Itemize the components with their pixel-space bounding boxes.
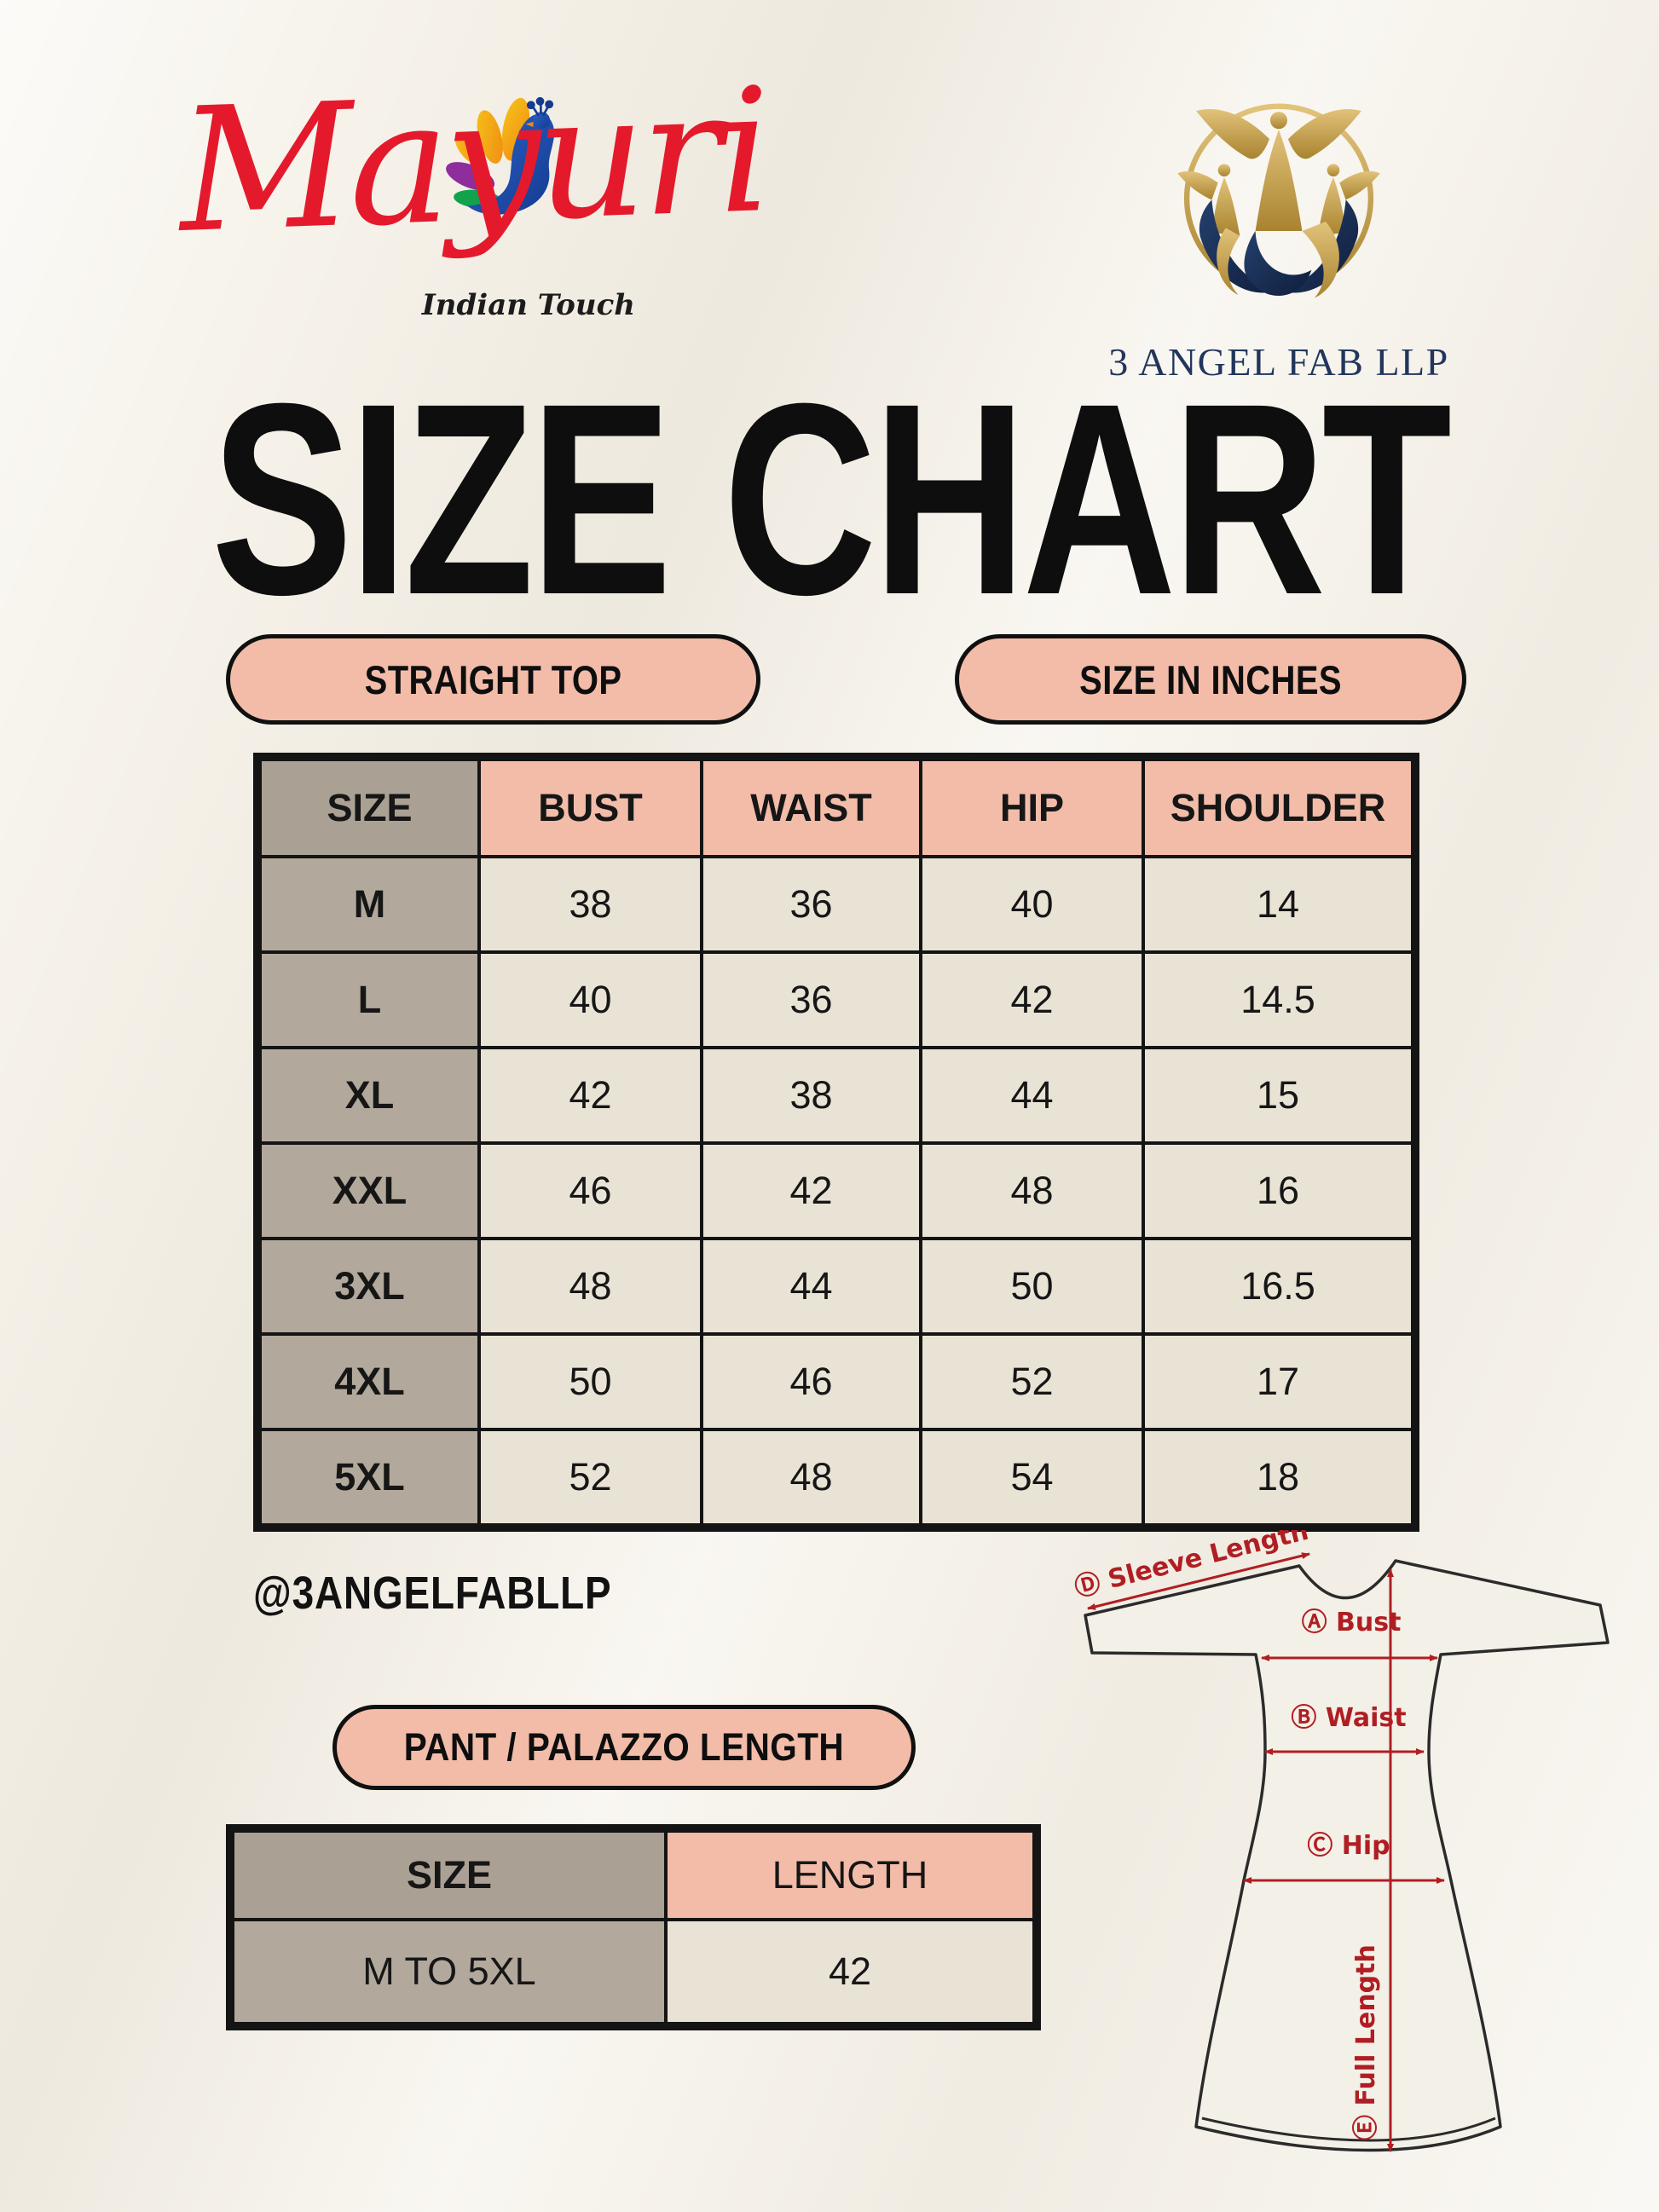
column-header-shoulder: SHOULDER: [1142, 758, 1414, 858]
dress-hem-line: [1201, 2117, 1496, 2142]
table-cell: 46: [700, 1332, 922, 1431]
column-header-length: LENGTH: [664, 1829, 1036, 1921]
table-row: M TO 5XL 42: [231, 1918, 1036, 2025]
size-cell: L: [258, 950, 481, 1049]
size-table: SIZE BUST WAIST HIP SHOULDER M 38 36 40 …: [253, 753, 1419, 1532]
social-handle: @3ANGELFABLLP: [253, 1568, 612, 1619]
table-cell: 52: [919, 1332, 1145, 1431]
table-cell: 38: [477, 855, 703, 954]
size-cell: 4XL: [258, 1332, 481, 1431]
table-cell: 44: [700, 1237, 922, 1336]
table-row: 3XL 48 44 50 16.5: [258, 1237, 1414, 1336]
table-cell: 42: [919, 950, 1145, 1049]
full-length-label: Ⓔ Full Length: [1351, 1944, 1381, 2140]
dress-measurement-diagram: Ⓐ Bust Ⓑ Waist Ⓒ Hip Ⓓ Sleeve Length Ⓔ F…: [1072, 1530, 1610, 2152]
table-cell: 16.5: [1142, 1237, 1414, 1336]
column-header-size: SIZE: [258, 758, 481, 858]
table-cell: 40: [477, 950, 703, 1049]
table-cell: 48: [477, 1237, 703, 1336]
table-row: 4XL 50 46 52 17: [258, 1332, 1414, 1431]
table-row: M 38 36 40 14: [258, 855, 1414, 954]
column-header-bust: BUST: [477, 758, 703, 858]
table-cell: 50: [477, 1332, 703, 1431]
badge-straight-top-label: STRAIGHT TOP: [364, 656, 622, 702]
badge-straight-top: STRAIGHT TOP: [226, 634, 760, 725]
table-row: L 40 36 42 14.5: [258, 950, 1414, 1049]
brand-tagline: Indian Touch: [421, 288, 635, 322]
size-cell: 5XL: [258, 1428, 481, 1527]
table-cell: 44: [919, 1046, 1145, 1145]
size-cell: XXL: [258, 1141, 481, 1240]
sleeve-length-line: [1087, 1552, 1310, 1610]
three-angels-icon: [1177, 103, 1380, 298]
brand-name-mayuri: Mayuri: [176, 52, 771, 271]
table-cell: 40: [919, 855, 1145, 954]
table-cell: 48: [700, 1428, 922, 1527]
peacock-icon: [446, 97, 555, 215]
table-row: 5XL 52 48 54 18: [258, 1428, 1414, 1527]
dress-outline: [1084, 1559, 1610, 2152]
table-cell: 16: [1142, 1141, 1414, 1240]
table-cell: 50: [919, 1237, 1145, 1336]
badge-size-in-inches-label: SIZE IN INCHES: [1079, 656, 1342, 702]
angel-fab-logo: 3 ANGEL FAB LLP: [1091, 75, 1466, 416]
table-cell: 15: [1142, 1046, 1414, 1145]
badge-pant-palazzo-label: PANT / PALAZZO LENGTH: [403, 1725, 845, 1769]
table-cell: 17: [1142, 1332, 1414, 1431]
size-table-header-row: SIZE BUST WAIST HIP SHOULDER: [258, 758, 1414, 858]
table-cell: 42: [664, 1918, 1036, 2025]
size-cell: XL: [258, 1046, 481, 1145]
table-cell: 38: [700, 1046, 922, 1145]
brand-name-angel-fab: 3 ANGEL FAB LLP: [1108, 340, 1449, 384]
table-cell: 18: [1142, 1428, 1414, 1527]
page-title: SIZE CHART: [211, 346, 1452, 651]
badge-size-in-inches: SIZE IN INCHES: [955, 634, 1466, 725]
table-row: XXL 46 42 48 16: [258, 1141, 1414, 1240]
column-header-size: SIZE: [231, 1829, 668, 1921]
table-cell: 54: [919, 1428, 1145, 1527]
waist-label: Ⓑ Waist: [1291, 1703, 1406, 1733]
size-cell: M: [258, 855, 481, 954]
table-row: XL 42 38 44 15: [258, 1046, 1414, 1145]
hip-label: Ⓒ Hip: [1307, 1831, 1390, 1861]
column-header-waist: WAIST: [700, 758, 922, 858]
table-cell: 36: [700, 950, 922, 1049]
table-cell: 42: [477, 1046, 703, 1145]
table-cell: 46: [477, 1141, 703, 1240]
table-cell: 36: [700, 855, 922, 954]
length-table: SIZE LENGTH M TO 5XL 42: [226, 1824, 1041, 2030]
table-cell: 42: [700, 1141, 922, 1240]
bust-label: Ⓐ Bust: [1302, 1608, 1402, 1637]
length-table-header-row: SIZE LENGTH: [231, 1829, 1036, 1921]
table-cell: 52: [477, 1428, 703, 1527]
badge-pant-palazzo-length: PANT / PALAZZO LENGTH: [332, 1705, 916, 1790]
mayuri-logo: Mayuri Indian Touch: [171, 52, 770, 384]
size-cell: 3XL: [258, 1237, 481, 1336]
table-cell: 14: [1142, 855, 1414, 954]
table-cell: 14.5: [1142, 950, 1414, 1049]
table-cell: 48: [919, 1141, 1145, 1240]
size-cell: M TO 5XL: [231, 1918, 668, 2025]
column-header-hip: HIP: [919, 758, 1145, 858]
